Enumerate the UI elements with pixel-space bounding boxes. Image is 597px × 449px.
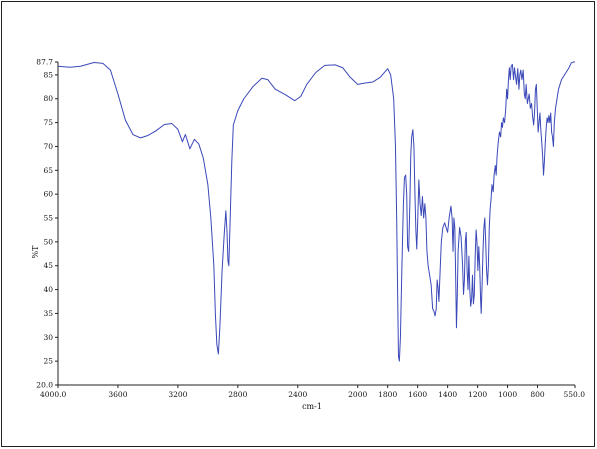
y-tick-label: 20.0 xyxy=(36,381,53,390)
x-tick-label: 1400 xyxy=(438,390,457,399)
x-tick-label: 4000.0 xyxy=(40,390,66,399)
spectrum-line xyxy=(57,61,575,362)
y-tick-label: 35 xyxy=(43,309,53,318)
y-tick-label: 25 xyxy=(43,357,53,366)
x-tick-label: 800 xyxy=(530,390,545,399)
x-tick-label: 1000 xyxy=(498,390,517,399)
y-tick-label: 87.7 xyxy=(36,58,53,67)
y-tick-label: 60 xyxy=(43,190,53,199)
y-tick-label: 45 xyxy=(43,261,53,270)
x-axis-label: cm-1 xyxy=(302,402,322,411)
y-tick-label: 55 xyxy=(43,214,53,223)
y-tick-label: 85 xyxy=(43,70,53,79)
y-tick-label: 50 xyxy=(43,237,53,246)
x-tick-label: 2400 xyxy=(288,390,307,399)
y-tick-label: 30 xyxy=(43,333,53,342)
plot-area: 20.0 25 30 35 40 45 50 55 60 65 70 75 80 85 87.7 4000.… xyxy=(31,58,585,412)
x-tick-label: 2000 xyxy=(348,390,367,399)
x-tick-label: 550.0 xyxy=(564,390,586,399)
y-axis-label: %T xyxy=(31,245,40,259)
y-tick-label: 80 xyxy=(43,94,53,103)
x-tick-label: 3200 xyxy=(168,390,187,399)
x-tick-label: 1800 xyxy=(378,390,397,399)
y-tick-label: 75 xyxy=(43,118,53,127)
x-ticks: 4000.0 3600 3200 2800 2400 2000 1800 1600 1400 12… xyxy=(40,385,585,399)
x-tick-label: 3600 xyxy=(108,390,127,399)
y-tick-label: 65 xyxy=(43,166,53,175)
x-tick-label: 1600 xyxy=(408,390,427,399)
y-tick-label: 40 xyxy=(43,285,53,294)
x-tick-label: 2800 xyxy=(228,390,247,399)
y-tick-label: 70 xyxy=(43,142,53,151)
y-ticks: 20.0 25 30 35 40 45 50 55 60 65 70 75 80 85 87.7 xyxy=(36,58,58,390)
x-tick-label: 1200 xyxy=(468,390,487,399)
